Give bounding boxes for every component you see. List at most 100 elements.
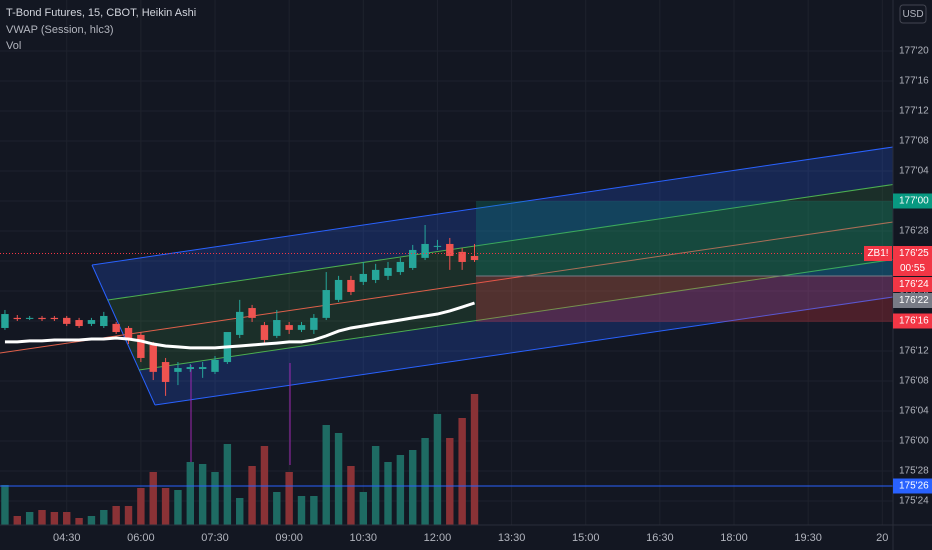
countdown-tag: [893, 261, 932, 276]
candle-body: [161, 362, 170, 382]
channel-middle-band: [108, 184, 893, 370]
candle-body: [112, 323, 120, 333]
volume-bar: [347, 466, 355, 525]
marks: [0, 225, 893, 525]
candle-body: [75, 320, 83, 327]
volume-bar: [50, 512, 59, 525]
volume-bar: [211, 472, 219, 525]
volume-bar: [149, 472, 157, 525]
volume-bar: [75, 518, 83, 525]
price-tag: [893, 478, 932, 494]
volume-bar: [174, 490, 182, 525]
candle-body: [347, 279, 355, 292]
x-tick-label: 18:00: [720, 532, 748, 544]
candle-body: [297, 325, 306, 330]
candle-body: [100, 315, 108, 327]
volume-bar: [384, 462, 392, 525]
price-tag: [893, 313, 932, 329]
countdown: 00:55: [900, 263, 925, 274]
y-tick-label: 176'12: [899, 346, 929, 357]
volume-bar: [285, 472, 293, 525]
volume-bar: [198, 464, 207, 525]
price-tag-label: 176'24: [899, 279, 929, 290]
y-tick-label: 177'16: [899, 76, 929, 87]
stop-zone: [476, 276, 893, 322]
candle-body: [1, 314, 9, 328]
x-tick-label: 06:00: [127, 532, 155, 544]
y-tick-label: 175'28: [899, 466, 929, 477]
x-tick-label: 07:30: [201, 532, 229, 544]
price-tag-label: 176'22: [899, 295, 929, 306]
candle-body: [334, 279, 343, 300]
candle-body: [458, 251, 466, 262]
volume-bar: [322, 425, 330, 525]
y-tick-label: 176'28: [899, 226, 929, 237]
volume-bar: [124, 506, 133, 525]
channel-bottom: [154, 296, 894, 406]
channel-center: [0, 221, 894, 354]
volume-bar: [186, 462, 195, 525]
candle-body: [470, 255, 479, 261]
candle-body: [236, 311, 244, 335]
candle-body: [149, 345, 157, 372]
price-tag-label: 176'16: [899, 316, 929, 327]
price-tag: [893, 193, 932, 209]
candle-body: [446, 243, 454, 256]
price-tag-label: 175'26: [899, 481, 929, 492]
volume-bar: [273, 492, 281, 525]
currency: USD: [902, 9, 923, 20]
y-tick-label: 177'08: [899, 136, 929, 147]
y-tick-label: 176'00: [899, 436, 929, 447]
volume-bar: [248, 466, 256, 525]
candle-body: [310, 317, 318, 330]
volume-bar: [13, 516, 22, 525]
time-axis: [0, 525, 893, 550]
volume-bar: [409, 450, 417, 525]
candle-body: [174, 368, 182, 372]
candle-body: [421, 243, 429, 258]
volume-bar: [310, 496, 318, 525]
channel-upper-mid: [107, 184, 894, 301]
price-tag: [893, 277, 932, 292]
candle-body: [25, 317, 34, 319]
y-tick-label: 175'24: [899, 496, 929, 507]
x-tick-label: 13:30: [498, 532, 526, 544]
volume-bar: [161, 488, 170, 525]
x-tick-label: 12:00: [424, 532, 452, 544]
price-tag: [893, 293, 932, 308]
volume-bar: [1, 485, 9, 525]
candle-body: [63, 317, 71, 324]
candle-body: [186, 367, 195, 369]
symbol-tag: [864, 246, 892, 261]
channel-upper-band: [92, 147, 893, 300]
indicator-label: VWAP (Session, hlc3): [6, 24, 114, 36]
indicator-label: Vol: [6, 40, 21, 52]
price-tag-label: 177'00: [899, 196, 929, 207]
y-tick-label: 177'04: [899, 166, 929, 177]
volume-bar: [458, 418, 466, 525]
volume-bar: [87, 516, 96, 525]
volume-bar: [25, 512, 34, 525]
x-tick-label: 10:30: [350, 532, 378, 544]
volume-bar: [334, 433, 343, 525]
volume-bar: [223, 444, 232, 525]
candle-body: [396, 261, 405, 273]
axes: 177'20 177'16 177'12 177'08 177'04 177'00 176'…: [53, 46, 932, 544]
candle-body: [50, 317, 59, 320]
x-tick-label: 09:00: [275, 532, 303, 544]
candle-body: [137, 334, 145, 358]
volume-bar: [359, 492, 368, 525]
candle-body: [384, 267, 392, 276]
x-tick-label: 19:30: [794, 532, 822, 544]
candle-body: [248, 308, 256, 318]
candle-body: [87, 320, 96, 324]
candle-body: [359, 273, 368, 282]
volume-bar: [137, 488, 145, 525]
volume-bar: [433, 414, 442, 525]
volume-bar: [112, 506, 120, 525]
candle-body: [198, 367, 207, 369]
currency-button[interactable]: [899, 4, 927, 24]
candle-body: [38, 317, 46, 320]
y-tick-label: 176'08: [899, 376, 929, 387]
